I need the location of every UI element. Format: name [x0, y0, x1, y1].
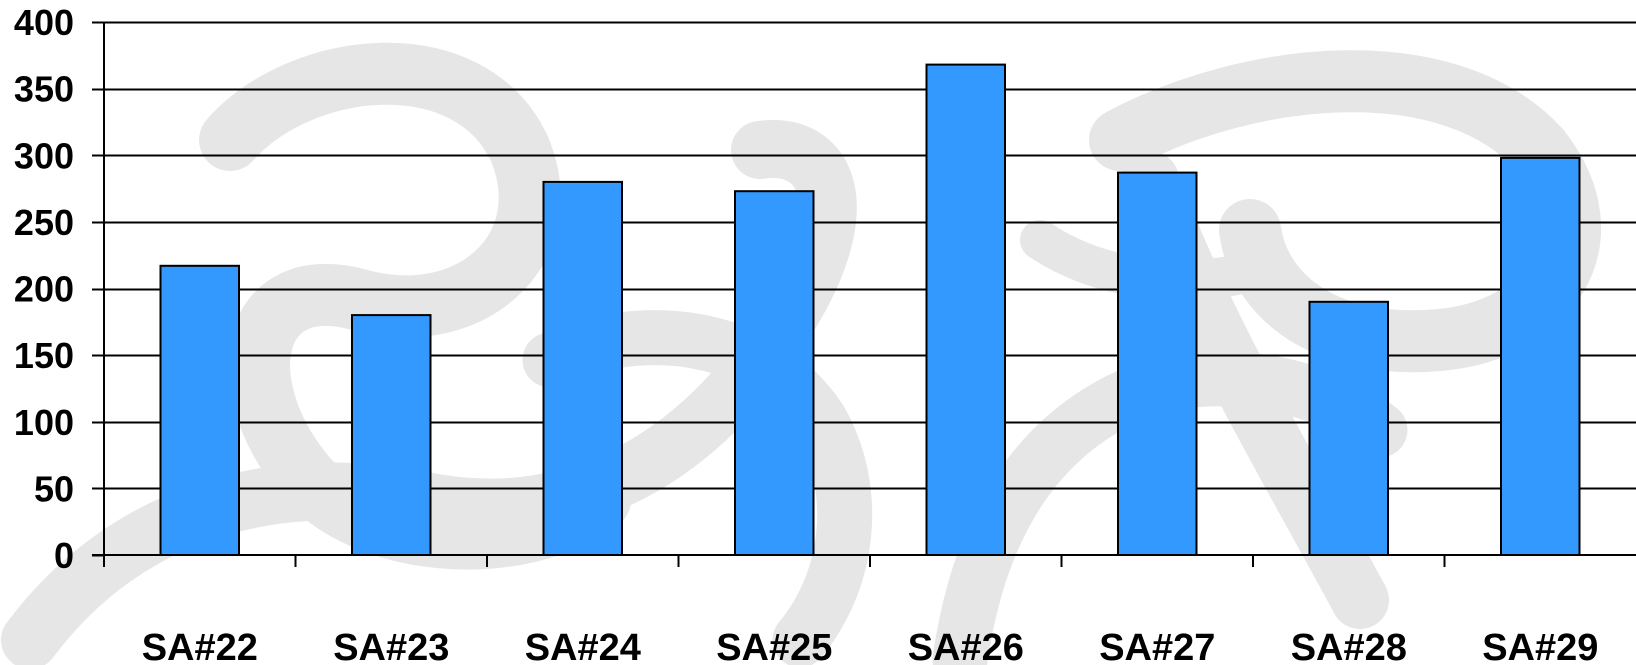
bar: [1308, 300, 1389, 556]
y-tick-label: 400: [14, 2, 74, 43]
y-tick-label: 200: [14, 269, 74, 310]
y-tick-label: 300: [14, 135, 74, 176]
y-axis-tick-labels: 0 50 100 150 200 250 300 350 400: [14, 2, 74, 576]
bar: [734, 190, 815, 556]
bar: [1500, 156, 1581, 556]
x-axis-tick-labels: SA#22 SA#23 SA#24 SA#25 SA#26 SA#27 SA#28 SA#29: [142, 627, 1599, 665]
y-tick-label: 100: [14, 402, 74, 443]
x-tick-label: SA#28: [1291, 627, 1407, 665]
x-tick-label: SA#29: [1482, 627, 1598, 665]
bar: [351, 314, 432, 556]
bar: [925, 63, 1006, 556]
x-tick-label: SA#23: [333, 627, 449, 665]
x-tick-label: SA#25: [716, 627, 832, 665]
y-tick-label: 50: [34, 468, 74, 509]
y-tick-label: 250: [14, 202, 74, 243]
y-tick-label: 0: [54, 535, 74, 576]
bar: [542, 180, 623, 556]
bar: [159, 264, 240, 556]
y-tick-label: 150: [14, 335, 74, 376]
x-tick-label: SA#26: [908, 627, 1024, 665]
bars: [159, 63, 1581, 556]
bar: [1117, 171, 1198, 556]
x-tick-label: SA#24: [525, 627, 641, 665]
x-tick-label: SA#22: [142, 627, 258, 665]
y-tick-label: 350: [14, 69, 74, 110]
x-tick-label: SA#27: [1099, 627, 1215, 665]
axes: [92, 21, 1636, 567]
